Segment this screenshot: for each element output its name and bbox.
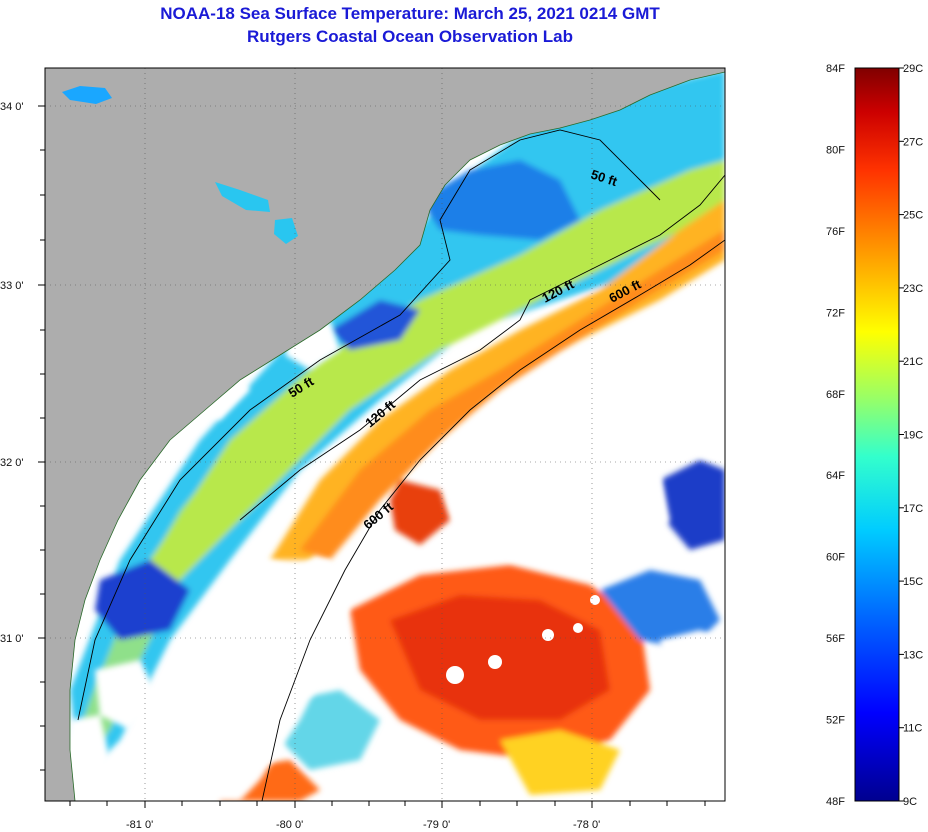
lat-label: 34 0' xyxy=(0,101,24,113)
colorbar-f-label: 48F xyxy=(826,796,845,808)
colorbar-f-label: 72F xyxy=(826,307,845,319)
colorbar-f-label: 60F xyxy=(826,552,845,564)
warmer-shelf-water xyxy=(150,160,725,600)
colorbar: 84F 80F 76F 72F 68F 64F 60F 56F 52F 48F 29C 27C 25C… xyxy=(826,63,923,808)
longitude-labels: -81 0' -80 0' -79 0' -78 0' xyxy=(126,819,600,831)
map-panel: 50 ft 50 ft 120 ft 120 ft 600 ft 600 ft xyxy=(45,68,725,801)
colorbar-gradient xyxy=(854,67,900,802)
colorbar-c-label: 11C xyxy=(903,723,922,735)
inland-water xyxy=(215,182,270,212)
inland-water xyxy=(62,86,112,104)
cold-patch xyxy=(600,570,720,650)
colorbar-c-label: 29C xyxy=(903,63,923,75)
map-title: NOAA-18 Sea Surface Temperature: March 2… xyxy=(160,4,660,23)
contour-600ft xyxy=(261,239,725,801)
colorbar-f-label: 84F xyxy=(826,63,845,75)
colorbar-f-label: 68F xyxy=(826,389,845,401)
inland-water xyxy=(274,218,298,244)
map-subtitle: Rutgers Coastal Ocean Observation Lab xyxy=(247,27,573,46)
tick-marks xyxy=(38,105,706,808)
cloud-blob xyxy=(660,630,725,730)
map-frame xyxy=(44,67,726,802)
colorbar-fahrenheit-scale: 84F 80F 76F 72F 68F 64F 60F 56F 52F 48F xyxy=(826,63,845,808)
cloud-blob xyxy=(180,560,350,801)
gulf-stream-core xyxy=(300,230,725,560)
colorbar-f-label: 80F xyxy=(826,144,845,156)
latitude-labels: 34 0' 33 0' 32 0' 31 0' xyxy=(0,101,24,645)
contour-50ft xyxy=(77,129,661,721)
cloud-masks xyxy=(60,290,725,801)
cloud-blob xyxy=(560,290,725,460)
colorbar-c-label: 9C xyxy=(903,796,917,808)
lat-label: 31 0' xyxy=(0,633,24,645)
colorbar-c-label: 25C xyxy=(903,210,923,222)
lon-label: -81 0' xyxy=(126,819,153,831)
lat-label: 32 0' xyxy=(0,457,24,469)
cloud-blob xyxy=(450,440,620,560)
colorbar-c-label: 23C xyxy=(903,283,923,295)
warm-patch xyxy=(390,480,450,545)
colorbar-c-label: 17C xyxy=(903,503,923,515)
colorbar-c-label: 15C xyxy=(903,576,923,588)
land-mass xyxy=(45,68,725,801)
contour-120ft xyxy=(239,174,725,521)
cold-patch xyxy=(660,460,725,550)
colorbar-f-label: 56F xyxy=(826,633,845,645)
colorbar-f-label: 76F xyxy=(826,226,845,238)
isobaths xyxy=(77,129,725,801)
lat-label: 33 0' xyxy=(0,280,24,292)
cold-patch xyxy=(95,560,190,640)
colorbar-c-label: 27C xyxy=(903,136,923,148)
cold-patch xyxy=(420,160,580,240)
colorbar-c-label: 21C xyxy=(903,356,923,368)
colorbar-celsius-scale: 29C 27C 25C 23C 21C 19C 17C 15C 13C 11C 9C xyxy=(899,63,923,808)
lon-label: -80 0' xyxy=(276,819,303,831)
lon-label: -79 0' xyxy=(423,819,450,831)
cold-patch xyxy=(330,300,420,350)
colorbar-f-label: 52F xyxy=(826,715,845,727)
warm-patch xyxy=(500,730,620,795)
lon-label: -78 0' xyxy=(573,819,600,831)
cloud-blob xyxy=(95,660,160,730)
sst-field xyxy=(60,70,725,801)
colorbar-c-label: 19C xyxy=(903,430,923,442)
colorbar-c-label: 13C xyxy=(903,649,923,661)
colorbar-f-label: 64F xyxy=(826,470,845,482)
cloud-blob xyxy=(610,470,670,560)
